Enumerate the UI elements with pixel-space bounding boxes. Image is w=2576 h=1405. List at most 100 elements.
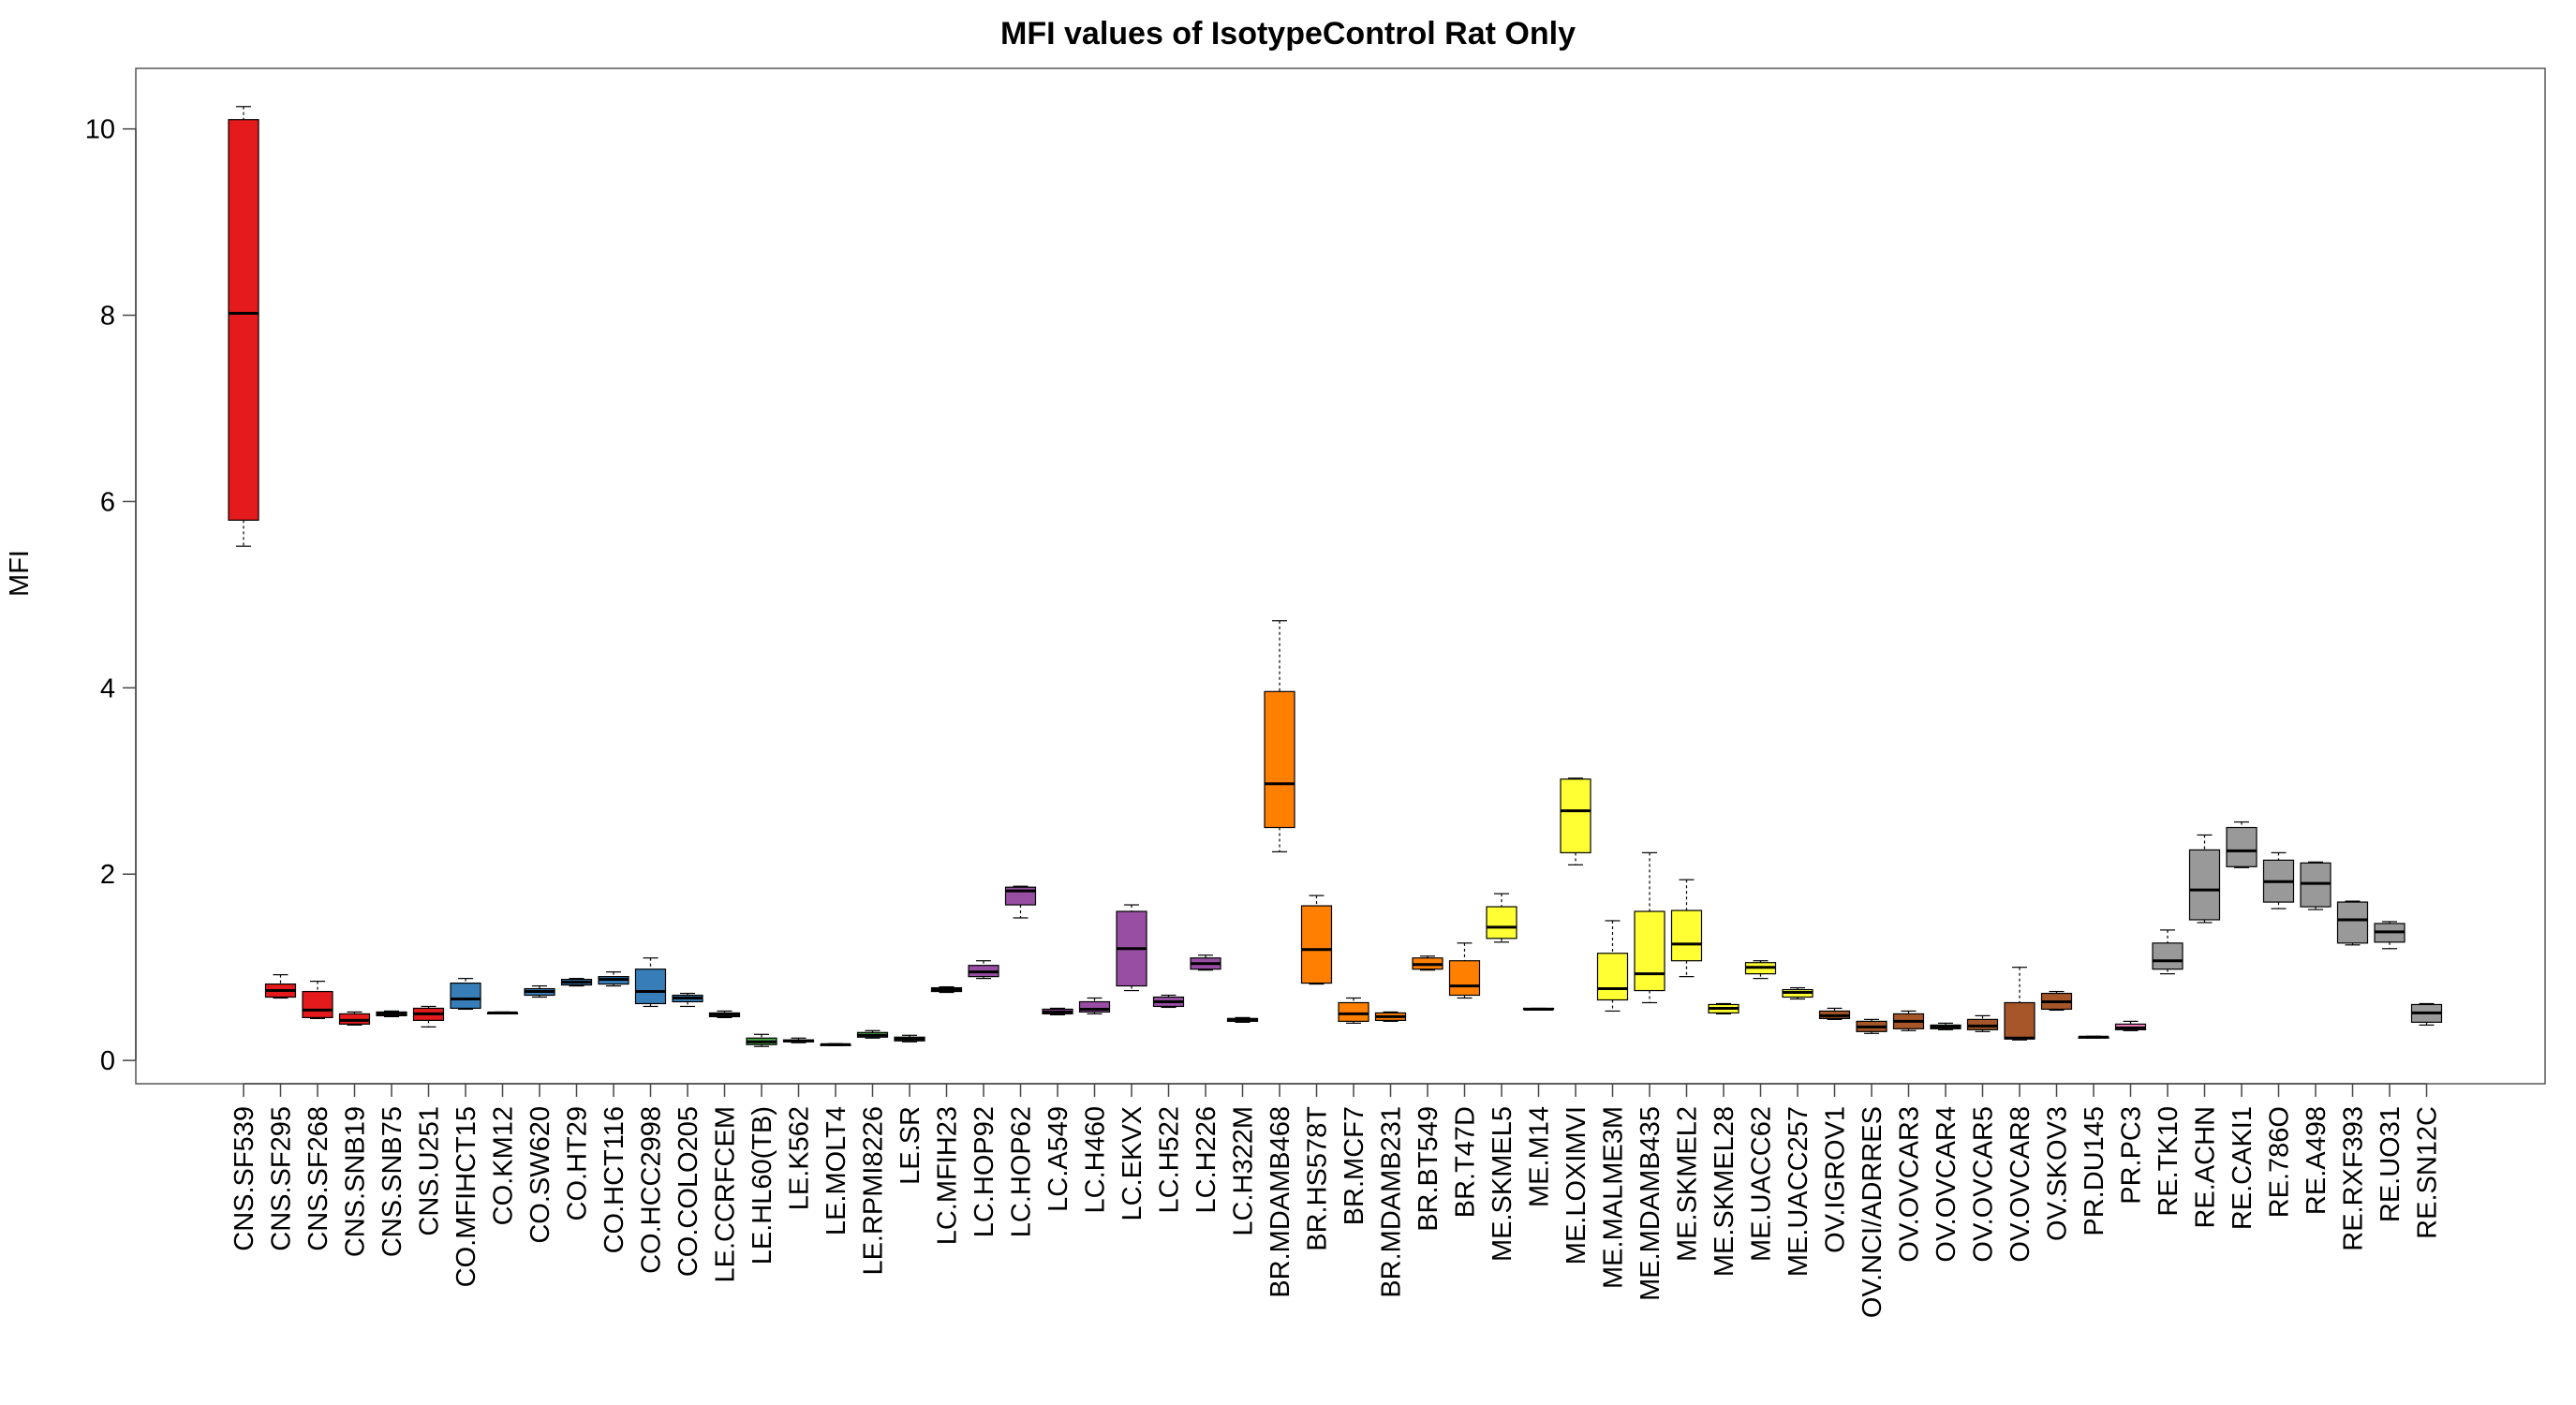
box-plot xyxy=(1004,885,1037,919)
x-tick-label: CO.HCC2998 xyxy=(637,1106,667,1274)
box-plot xyxy=(1412,955,1443,971)
box-iqr xyxy=(2004,1001,2036,1040)
x-tick-label: LE.MOLT4 xyxy=(822,1106,851,1235)
box-plot xyxy=(1300,895,1333,985)
x-tick-label: OV.SKOV3 xyxy=(2043,1106,2073,1241)
x-tick-label: LE.SR xyxy=(896,1106,925,1185)
x-tick-label: ME.UACC62 xyxy=(1747,1106,1777,1262)
box-plot xyxy=(450,978,481,1011)
box-plot xyxy=(376,1010,407,1017)
box-iqr xyxy=(2152,942,2184,970)
x-tick-label: OV.OVCAR8 xyxy=(2006,1106,2036,1263)
box-plot xyxy=(2188,834,2221,924)
x-tick-label: RE.ACHN xyxy=(2191,1106,2221,1229)
x-tick-label: LC.A549 xyxy=(1044,1106,1073,1212)
x-tick-label: ME.MALME3M xyxy=(1599,1106,1629,1289)
box-plot xyxy=(1634,851,1666,1004)
box-iqr xyxy=(1670,910,1703,962)
x-tick-label: LE.CCRFCEM xyxy=(711,1106,741,1283)
box-plot xyxy=(930,985,963,994)
box-plot xyxy=(1042,1007,1073,1016)
box-iqr xyxy=(302,990,333,1018)
box-plot xyxy=(1190,954,1221,971)
box-iqr xyxy=(1634,910,1666,992)
x-tick-label: LC.H460 xyxy=(1081,1106,1111,1213)
box-plot xyxy=(1892,1010,1925,1031)
x-tick-label: CNS.SF268 xyxy=(303,1106,333,1251)
box-iqr xyxy=(2188,849,2221,921)
box-plot xyxy=(634,957,667,1008)
box-plot xyxy=(1670,879,1703,978)
box-plot xyxy=(968,960,999,980)
box-iqr xyxy=(1338,1001,1369,1022)
box-plot xyxy=(560,978,593,987)
x-tick-label: CO.MFIHCT15 xyxy=(452,1106,481,1287)
box-iqr xyxy=(1448,960,1481,997)
box-plot xyxy=(820,1043,851,1046)
box-plot xyxy=(1930,1022,1962,1030)
box-plot xyxy=(2114,1020,2147,1031)
x-tick-label: LE.RPMI8226 xyxy=(859,1106,889,1276)
box-plot xyxy=(708,1010,741,1018)
y-tick-label: 2 xyxy=(100,860,115,890)
box-plot xyxy=(228,106,259,547)
box-plot xyxy=(1264,620,1295,852)
x-tick-label: ME.SKMEL28 xyxy=(1710,1106,1740,1277)
box-plot xyxy=(302,981,333,1019)
plot-frame xyxy=(135,67,2546,1085)
x-tick-label: OV.NCI/ADRRES xyxy=(1858,1106,1888,1318)
y-tick-label: 4 xyxy=(100,673,115,703)
box-iqr xyxy=(1078,1000,1111,1013)
x-tick-label: RE.UO31 xyxy=(2376,1106,2406,1222)
x-tick-label: CNS.SF539 xyxy=(229,1106,259,1251)
x-tick-label: ME.LOXIMVI xyxy=(1562,1106,1591,1264)
box-plot xyxy=(1152,994,1185,1009)
x-tick-label: CO.COLO205 xyxy=(674,1106,703,1277)
y-tick-label: 10 xyxy=(85,115,115,145)
x-tick-label: RE.RXF393 xyxy=(2339,1106,2369,1251)
x-tick-label: RE.786O xyxy=(2265,1106,2295,1218)
box-plot xyxy=(486,1011,519,1015)
x-tick-label: LC.H226 xyxy=(1192,1106,1221,1213)
x-tick-label: PR.PC3 xyxy=(2117,1106,2147,1205)
x-tick-label: RE.A498 xyxy=(2302,1106,2332,1215)
x-tick-label: CO.HT29 xyxy=(563,1106,593,1220)
box-plot xyxy=(1966,1014,1999,1032)
x-tick-label: CNS.SNB19 xyxy=(341,1106,371,1257)
box-iqr xyxy=(1596,953,1629,1001)
box-plot xyxy=(2040,990,2073,1012)
x-tick-label: BR.MCF7 xyxy=(1340,1106,1369,1225)
y-tick-label: 0 xyxy=(100,1046,115,1076)
box-plot xyxy=(1338,997,1369,1024)
x-tick-label: LE.K562 xyxy=(785,1106,815,1210)
x-tick-label: OV.OVCAR3 xyxy=(1895,1106,1925,1263)
x-tick-label: LC.H522 xyxy=(1155,1106,1185,1213)
box-plot xyxy=(856,1029,889,1039)
box-plot xyxy=(1818,1007,1851,1020)
x-tick-label: LC.H322M xyxy=(1229,1106,1259,1236)
box-plot xyxy=(1486,893,1517,943)
x-tick-label: BR.MDAMB231 xyxy=(1377,1106,1407,1298)
box-plot xyxy=(2374,921,2406,950)
box-plot xyxy=(1078,997,1111,1015)
box-plot xyxy=(1596,920,1629,1013)
box-plot xyxy=(2226,821,2258,868)
box-plot xyxy=(1448,942,1481,999)
x-tick-label: CO.HCT116 xyxy=(600,1106,629,1253)
box-plots xyxy=(228,106,2443,1047)
box-plot xyxy=(2336,900,2369,946)
box-plot xyxy=(2152,929,2184,975)
box-iqr xyxy=(1264,690,1295,829)
box-plot xyxy=(2410,1002,2443,1026)
x-tick-label: OV.OVCAR5 xyxy=(1969,1106,1999,1263)
box-plot xyxy=(264,974,297,999)
box-plot xyxy=(782,1037,815,1043)
box-plot xyxy=(1560,777,1591,865)
box-iqr xyxy=(2226,826,2258,867)
box-plot xyxy=(1226,1016,1259,1023)
x-tick-label: RE.TK10 xyxy=(2154,1106,2184,1217)
x-tick-label: LC.HOP62 xyxy=(1007,1106,1037,1237)
x-tick-label: LC.HOP92 xyxy=(970,1106,999,1237)
x-tick-label: LC.MFIH23 xyxy=(933,1106,963,1245)
box-iqr xyxy=(1300,905,1333,984)
